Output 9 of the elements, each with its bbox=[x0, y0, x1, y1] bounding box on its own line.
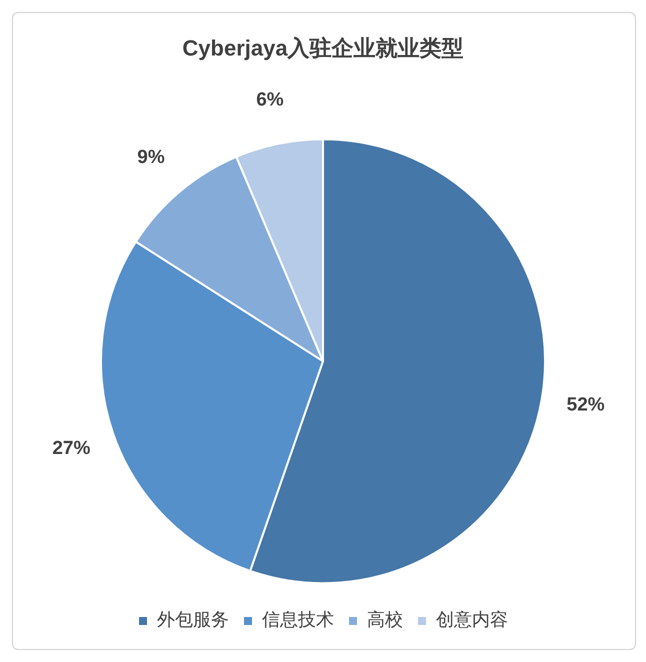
chart-title: Cyberjaya入驻企业就业类型 bbox=[182, 35, 464, 60]
data-label: 27% bbox=[52, 438, 90, 459]
data-label: 52% bbox=[566, 394, 605, 416]
legend-label: 外包服务 bbox=[157, 610, 229, 631]
legend-label: 创意内容 bbox=[436, 610, 508, 631]
legend-label: 高校 bbox=[367, 610, 403, 631]
data-label: 6% bbox=[256, 89, 284, 110]
legend-label: 信息技术 bbox=[262, 610, 334, 631]
data-label: 9% bbox=[137, 146, 165, 168]
